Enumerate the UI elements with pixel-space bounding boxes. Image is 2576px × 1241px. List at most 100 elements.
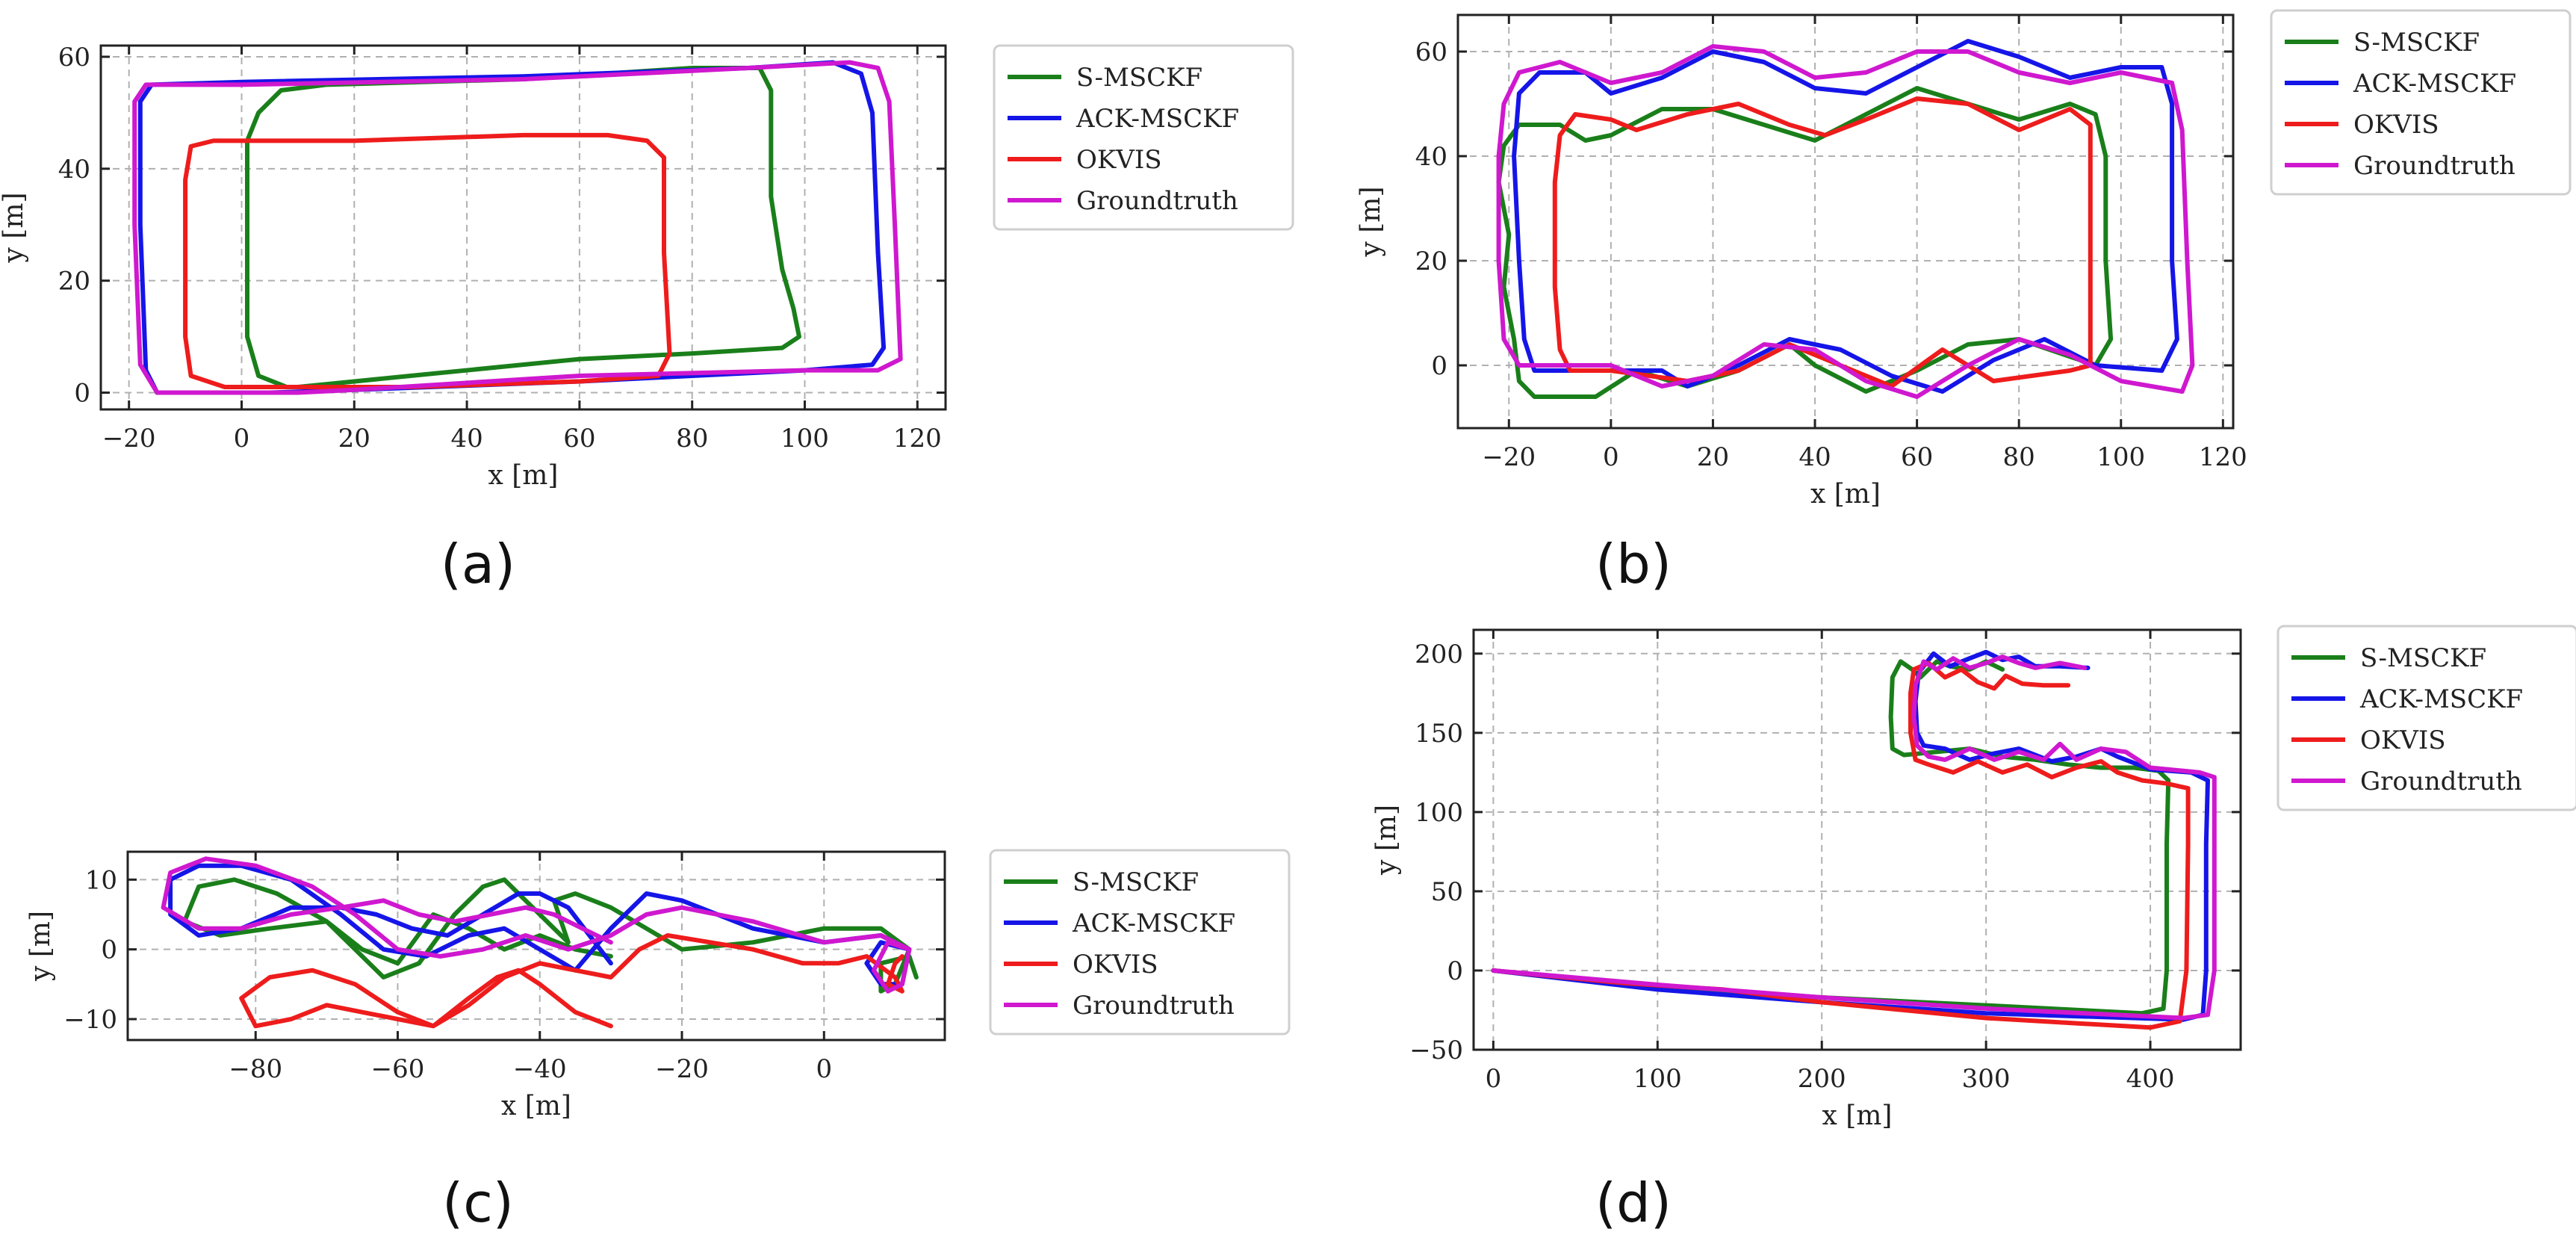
series-s-msckf-d bbox=[1491, 659, 2171, 1016]
legend-b: S-MSCKF ACK-MSCKF OKVIS Groundtruth bbox=[2270, 9, 2572, 196]
legend-label-okvis-c: OKVIS bbox=[1073, 950, 1158, 980]
series-groundtruth-d bbox=[1491, 654, 2217, 1021]
legend-label-s-msckf-d: S-MSCKF bbox=[2360, 643, 2486, 673]
legend-label-groundtruth-b: Groundtruth bbox=[2353, 151, 2516, 181]
legend-label-okvis-a: OKVIS bbox=[1076, 145, 1162, 175]
legend-label-okvis-b: OKVIS bbox=[2353, 110, 2439, 140]
x-tick-label-b: 80 bbox=[2003, 442, 2035, 472]
legend-box-b bbox=[2270, 9, 2572, 196]
plot-frame-c bbox=[126, 850, 946, 1042]
legend-label-ack-msckf-c: ACK-MSCKF bbox=[1072, 909, 1235, 938]
x-tick-label-b: 40 bbox=[1798, 442, 1831, 472]
x-tick-label-a: 100 bbox=[780, 424, 829, 454]
x-tick-label-b: 60 bbox=[1901, 442, 1933, 472]
legend-label-groundtruth-a: Groundtruth bbox=[1076, 186, 1238, 216]
x-tick-label-b: 0 bbox=[1603, 442, 1619, 472]
legend-label-s-msckf-a: S-MSCKF bbox=[1076, 63, 1202, 93]
x-axis-label-b: x [m] bbox=[1810, 479, 1881, 510]
legend-a: S-MSCKF ACK-MSCKF OKVIS Groundtruth bbox=[993, 44, 1294, 231]
x-tick-label-c: −60 bbox=[371, 1054, 425, 1084]
y-axis-label-b: y [m] bbox=[1356, 186, 1386, 257]
y-tick-label-c: −10 bbox=[63, 1005, 117, 1035]
y-tick-label-b: 60 bbox=[1415, 37, 1447, 67]
caption-a: (a) bbox=[441, 533, 515, 595]
legend-c: S-MSCKF ACK-MSCKF OKVIS Groundtruth bbox=[989, 849, 1291, 1036]
series-groundtruth-c bbox=[161, 856, 912, 994]
x-tick-label-a: 60 bbox=[563, 424, 595, 454]
x-tick-label-a: 120 bbox=[893, 424, 942, 454]
x-tick-label-b: −20 bbox=[1482, 442, 1536, 472]
series-okvis-b bbox=[1552, 96, 2093, 389]
chart-c: −80 −60 −40 −20 0 −10 0 10 x [m] y [m] S-MSCKF ACK-… bbox=[25, 849, 1291, 1121]
x-tick-label-c: −80 bbox=[229, 1054, 282, 1084]
x-axis-label-a: x [m] bbox=[488, 460, 559, 491]
series-s-msckf-c bbox=[182, 877, 919, 994]
y-tick-label-d: 200 bbox=[1415, 640, 1463, 669]
y-tick-label-a: 20 bbox=[58, 267, 90, 297]
series-ack-msckf-b bbox=[1512, 39, 2179, 394]
series-okvis-c bbox=[239, 933, 904, 1029]
x-axis-label-d: x [m] bbox=[1822, 1101, 1893, 1131]
x-tick-label-a: 80 bbox=[676, 424, 708, 454]
y-axis-label-d: y [m] bbox=[1371, 805, 1402, 876]
x-tick-label-c: −20 bbox=[655, 1054, 709, 1084]
x-tick-label-d: 100 bbox=[1633, 1064, 1682, 1094]
legend-label-s-msckf-c: S-MSCKF bbox=[1073, 867, 1199, 897]
plot-area-d bbox=[1474, 630, 2241, 1050]
legend-label-ack-msckf-b: ACK-MSCKF bbox=[2353, 69, 2516, 99]
legend-label-okvis-d: OKVIS bbox=[2360, 725, 2446, 755]
y-tick-label-d: 0 bbox=[1447, 956, 1463, 986]
x-tick-label-a: −20 bbox=[102, 424, 156, 454]
legend-label-groundtruth-d: Groundtruth bbox=[2360, 767, 2522, 796]
series-okvis-a bbox=[183, 132, 672, 389]
plot-frame-b bbox=[1456, 13, 2235, 430]
legend-label-ack-msckf-d: ACK-MSCKF bbox=[2359, 684, 2523, 714]
y-tick-label-a: 40 bbox=[58, 155, 90, 185]
chart-d: 0 100 200 300 400 −50 0 50 100 150 200 x [m] y [m] S-… bbox=[1371, 625, 2576, 1131]
series-group-c bbox=[161, 856, 919, 1029]
caption-d: (d) bbox=[1595, 1172, 1672, 1234]
y-tick-label-b: 0 bbox=[1431, 351, 1447, 381]
y-axis-label-c: y [m] bbox=[25, 911, 56, 982]
x-tick-label-a: 0 bbox=[234, 424, 250, 454]
legend-box-a bbox=[993, 44, 1294, 231]
x-tick-label-c: 0 bbox=[816, 1054, 832, 1084]
legend-label-ack-msckf-a: ACK-MSCKF bbox=[1076, 104, 1239, 134]
legend-label-s-msckf-b: S-MSCKF bbox=[2353, 28, 2480, 58]
y-tick-label-d: 100 bbox=[1415, 798, 1463, 828]
x-tick-label-b: 100 bbox=[2097, 442, 2145, 472]
y-axis-label-a: y [m] bbox=[0, 192, 29, 263]
series-group-d bbox=[1491, 649, 2217, 1030]
y-tick-label-a: 0 bbox=[74, 379, 90, 409]
x-tick-label-c: −40 bbox=[513, 1054, 567, 1084]
x-axis-label-c: x [m] bbox=[501, 1091, 571, 1121]
x-tick-label-d: 0 bbox=[1486, 1064, 1502, 1094]
y-tick-label-d: 150 bbox=[1415, 719, 1463, 749]
y-tick-label-d: −50 bbox=[1409, 1036, 1463, 1065]
x-tick-label-d: 400 bbox=[2126, 1064, 2175, 1094]
y-tick-label-c: 0 bbox=[101, 935, 117, 965]
x-tick-label-a: 40 bbox=[450, 424, 482, 454]
caption-c: (c) bbox=[442, 1172, 514, 1234]
caption-b: (b) bbox=[1595, 533, 1672, 595]
plot-frame-a bbox=[99, 44, 947, 411]
series-group-b bbox=[1496, 39, 2195, 399]
y-tick-label-a: 60 bbox=[58, 43, 90, 72]
series-group-a bbox=[132, 60, 903, 395]
legend-box-d bbox=[2276, 625, 2576, 811]
series-okvis-d bbox=[1491, 660, 2191, 1030]
legend-d: S-MSCKF ACK-MSCKF OKVIS Groundtruth bbox=[2276, 625, 2576, 811]
y-tick-label-b: 20 bbox=[1415, 247, 1447, 276]
plot-frame-d bbox=[1472, 628, 2242, 1051]
y-tick-label-b: 40 bbox=[1415, 142, 1447, 172]
series-ack-msckf-d bbox=[1491, 649, 2210, 1022]
series-groundtruth-b bbox=[1496, 44, 2195, 399]
y-tick-label-d: 50 bbox=[1431, 877, 1463, 907]
chart-b: −20 0 20 40 60 80 100 120 0 20 40 60 x [m] y [m] S-MSC… bbox=[1356, 9, 2572, 510]
legend-box-c bbox=[989, 849, 1291, 1036]
series-groundtruth-a bbox=[132, 60, 903, 395]
legend-label-groundtruth-c: Groundtruth bbox=[1073, 991, 1235, 1021]
x-tick-label-a: 20 bbox=[338, 424, 370, 454]
